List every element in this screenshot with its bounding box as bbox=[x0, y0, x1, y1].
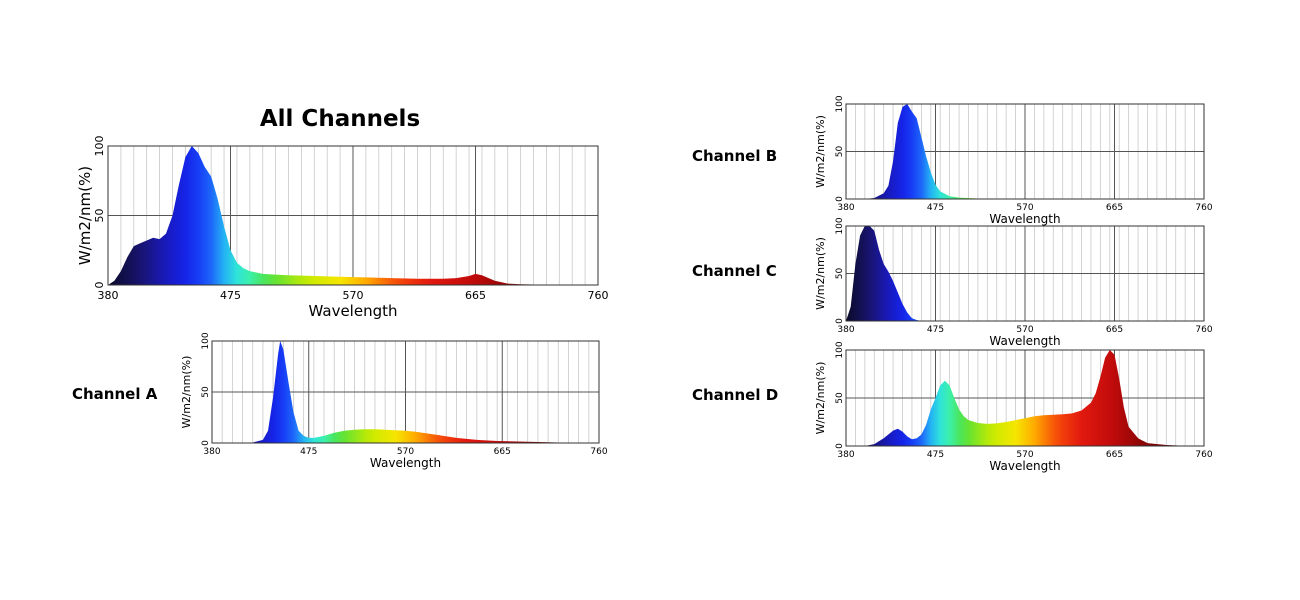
x-axis-label: Wavelength bbox=[989, 459, 1060, 473]
y-tick-label: 0 bbox=[201, 440, 211, 446]
x-tick-label: 475 bbox=[927, 203, 944, 213]
y-tick-label: 50 bbox=[835, 268, 845, 280]
x-tick-label: 380 bbox=[98, 289, 119, 302]
x-tick-label: 570 bbox=[343, 289, 364, 302]
x-tick-label: 380 bbox=[203, 447, 220, 457]
x-tick-label: 475 bbox=[927, 450, 944, 460]
spectrum-area bbox=[846, 104, 1204, 199]
chart-channel-d: 380 475 570 665 760 0 50 100 Wavelength W/m2/nm(%… bbox=[814, 341, 1213, 473]
x-axis-label: Wavelength bbox=[989, 334, 1060, 348]
x-axis-label: Wavelength bbox=[370, 456, 441, 470]
y-tick-label: 100 bbox=[835, 95, 845, 112]
x-tick-label: 380 bbox=[837, 203, 854, 213]
y-tick-label: 0 bbox=[835, 196, 845, 202]
x-tick-label: 665 bbox=[1106, 325, 1123, 335]
spectrum-area bbox=[846, 226, 1204, 321]
x-tick-label: 475 bbox=[220, 289, 241, 302]
y-tick-label: 0 bbox=[835, 443, 845, 449]
spectrum-area bbox=[846, 350, 1204, 446]
y-tick-label: 50 bbox=[93, 209, 106, 223]
plot-frame bbox=[107, 145, 599, 286]
chart-channel-a: 380 475 570 665 760 0 50 100 Wavelength W/m2/nm(%… bbox=[180, 332, 608, 470]
y-tick-label: 50 bbox=[201, 386, 211, 398]
x-tick-label: 475 bbox=[300, 447, 317, 457]
y-tick-label: 100 bbox=[201, 332, 211, 349]
x-tick-label: 760 bbox=[1195, 203, 1212, 213]
x-tick-label: 570 bbox=[1016, 203, 1033, 213]
x-tick-label: 570 bbox=[1016, 325, 1033, 335]
y-tick-label: 0 bbox=[835, 318, 845, 324]
x-tick-label: 665 bbox=[494, 447, 511, 457]
x-tick-label: 760 bbox=[1195, 450, 1212, 460]
y-axis-label: W/m2/nm(%) bbox=[76, 166, 94, 265]
y-tick-label: 100 bbox=[835, 217, 845, 234]
y-axis-label: W/m2/nm(%) bbox=[814, 237, 827, 310]
channel-a-label: Channel A bbox=[72, 385, 158, 403]
spectrum-area bbox=[212, 341, 599, 443]
y-tick-label: 50 bbox=[835, 146, 845, 158]
x-tick-label: 570 bbox=[1016, 450, 1033, 460]
x-tick-label: 665 bbox=[1106, 203, 1123, 213]
plot-frame bbox=[845, 225, 1205, 322]
channel-c-label: Channel C bbox=[692, 262, 777, 280]
chart-channel-c: 380 475 570 665 760 0 50 100 Wavelength W/m2/nm(%… bbox=[814, 217, 1213, 348]
all-channels-title: All Channels bbox=[259, 106, 421, 132]
x-tick-label: 475 bbox=[927, 325, 944, 335]
x-axis-label: Wavelength bbox=[309, 302, 398, 320]
plot-frame bbox=[211, 340, 600, 444]
y-axis-label: W/m2/nm(%) bbox=[814, 362, 827, 435]
y-tick-label: 100 bbox=[835, 341, 845, 358]
x-tick-label: 380 bbox=[837, 450, 854, 460]
x-tick-label: 570 bbox=[397, 447, 414, 457]
plot-frame bbox=[845, 103, 1205, 200]
plot-frame bbox=[845, 349, 1205, 447]
x-tick-label: 760 bbox=[1195, 325, 1212, 335]
channel-b-label: Channel B bbox=[692, 147, 778, 165]
x-axis-label: Wavelength bbox=[989, 212, 1060, 226]
x-tick-label: 380 bbox=[837, 325, 854, 335]
y-tick-label: 100 bbox=[93, 136, 106, 157]
chart-channel-b: 380 475 570 665 760 0 50 100 Wavelength W/m2/nm(%… bbox=[814, 95, 1213, 226]
y-axis-label: W/m2/nm(%) bbox=[180, 356, 193, 429]
spectrum-area bbox=[108, 146, 598, 285]
chart-all-channels: 380 475 570 665 760 0 50 100 Wavelength W/m2/nm(%… bbox=[76, 136, 609, 321]
x-tick-label: 760 bbox=[588, 289, 609, 302]
y-tick-label: 0 bbox=[93, 282, 106, 289]
y-axis-label: W/m2/nm(%) bbox=[814, 115, 827, 188]
x-tick-label: 665 bbox=[1106, 450, 1123, 460]
x-tick-label: 665 bbox=[465, 289, 486, 302]
y-tick-label: 50 bbox=[835, 392, 845, 404]
x-tick-label: 760 bbox=[590, 447, 607, 457]
channel-d-label: Channel D bbox=[692, 386, 779, 404]
